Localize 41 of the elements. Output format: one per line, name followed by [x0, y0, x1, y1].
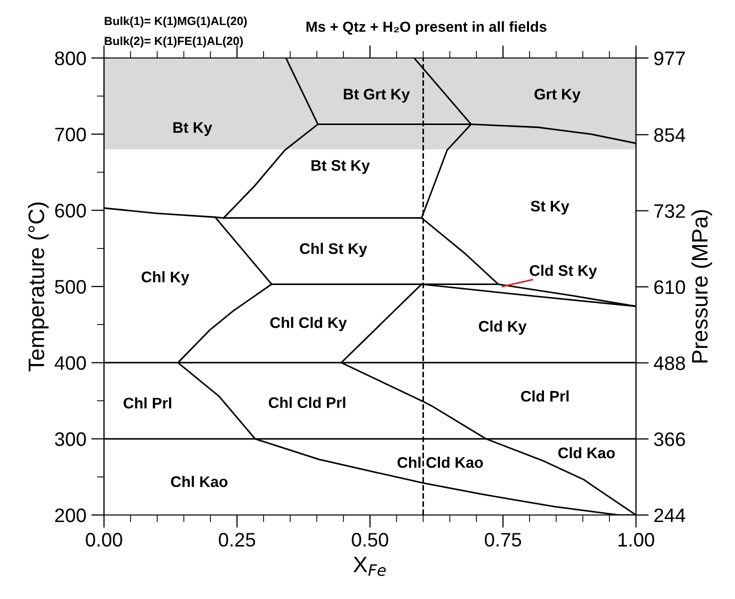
- y2-tick-label: 854: [654, 128, 686, 142]
- annotation: Chl Cld Prl: [268, 396, 346, 408]
- text: Bulk(1)= K(1)MG(1)AL(20): [104, 16, 247, 28]
- y2-tick-label: 977: [654, 51, 685, 66]
- annotation: Cld Prl: [521, 390, 569, 402]
- y-tick-label: 400: [54, 356, 86, 370]
- annotation: Bt Ky: [173, 122, 212, 136]
- text: Bulk(2)= K(1)FE(1)AL(20): [104, 36, 243, 48]
- y-tick-label: 200: [55, 508, 86, 522]
- y2-tick-label: 488: [654, 356, 685, 370]
- x-tick-label: 0.25: [218, 532, 256, 547]
- annotation: Cld Kao: [558, 447, 615, 458]
- chart-title: Ms + Qtz + H₂O present in all fields: [306, 21, 546, 35]
- y2-tick-label: 732: [654, 204, 685, 218]
- y-tick-label: 300: [54, 432, 86, 446]
- annotation: Cld Ky: [478, 320, 527, 335]
- annotation: Chl St Ky: [300, 242, 368, 258]
- y2-tick-label: 244: [654, 508, 686, 522]
- x-tick-label: 0.75: [484, 532, 522, 547]
- annotation: Grt Ky: [534, 88, 581, 103]
- x-tick-label: 1.00: [618, 532, 654, 547]
- y2-tick-label: 366: [654, 432, 685, 446]
- annotation: St Ky: [530, 200, 570, 215]
- y2-tick-label: 610: [654, 280, 686, 294]
- y-axis-title: Temperature (°C): [28, 202, 49, 372]
- x-tick-label: 0.50: [352, 532, 388, 547]
- annotation: Chl Ky: [142, 271, 190, 286]
- y-tick-label: 500: [54, 280, 86, 294]
- y-tick-label: 800: [55, 51, 86, 66]
- annotation: Chl Prl: [124, 397, 172, 409]
- y2-axis-title: Pressure (MPa): [691, 210, 712, 362]
- annotation: Bt Grt Ky: [344, 88, 410, 103]
- y-tick-label: 600: [55, 204, 86, 218]
- x-axis-title: X$_{Fe}$: [353, 556, 386, 576]
- annotation: Chl Cld Ky: [270, 316, 347, 332]
- annotation: Cld St Ky: [530, 264, 597, 279]
- annotation: Chl Kao: [171, 476, 228, 488]
- x-tick-label: 0.00: [86, 532, 122, 547]
- y-tick-label: 700: [55, 128, 86, 142]
- annotation: Bt St Ky: [312, 160, 370, 174]
- annotation: Chl Cld Kao: [398, 456, 483, 468]
